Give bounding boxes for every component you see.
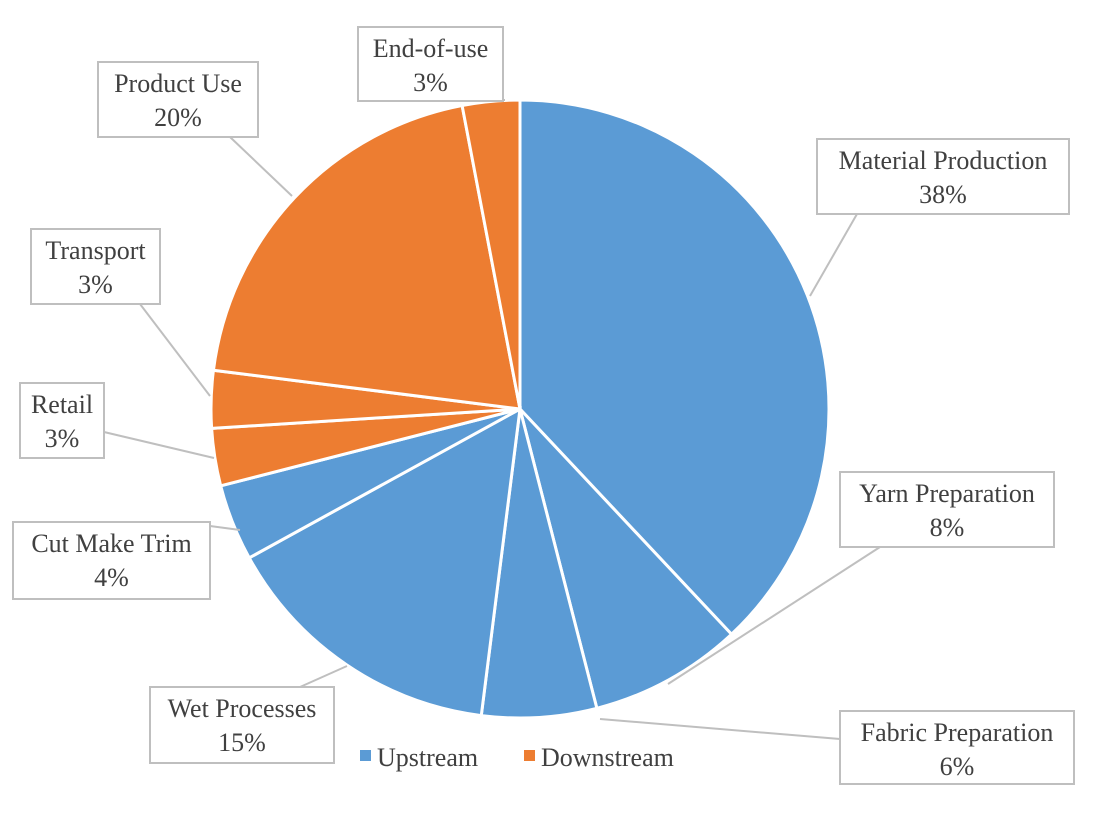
data-label-frame bbox=[816, 138, 1070, 215]
pie-slice-product-use bbox=[211, 103, 522, 411]
data-label-box: Retail 3% bbox=[19, 382, 105, 459]
data-label-box: Fabric Preparation 6% bbox=[839, 710, 1075, 785]
pie-slices bbox=[209, 98, 831, 720]
legend: Upstream Downstream bbox=[360, 743, 674, 772]
pie-slice-material-production bbox=[518, 98, 831, 637]
data-label-box: Wet Processes 15% bbox=[149, 686, 335, 764]
slice-percent: 38% bbox=[919, 180, 967, 209]
slice-label: Cut Make Trim bbox=[31, 529, 191, 558]
leader-line bbox=[599, 718, 841, 740]
slice-label: End-of-use bbox=[373, 34, 489, 63]
pie-slice-yarn-preparation bbox=[518, 407, 734, 711]
slice-label: Fabric Preparation bbox=[861, 718, 1054, 747]
slice-percent: 4% bbox=[94, 563, 129, 592]
leader-line bbox=[667, 546, 881, 685]
data-label-box: Cut Make Trim 4% bbox=[12, 521, 211, 600]
leader-lines bbox=[103, 99, 881, 740]
leader-line bbox=[103, 431, 215, 459]
data-label-frame bbox=[839, 710, 1075, 785]
slice-label: Product Use bbox=[114, 69, 242, 98]
legend-swatch-upstream bbox=[360, 750, 371, 761]
slice-label: Retail bbox=[31, 390, 93, 419]
data-label-frame bbox=[19, 382, 105, 459]
slice-label: Material Production bbox=[839, 146, 1048, 175]
data-label-frame bbox=[839, 471, 1055, 548]
data-label-frame bbox=[97, 61, 259, 138]
slice-percent: 3% bbox=[45, 424, 80, 453]
pie-slice-wet-processes bbox=[247, 406, 522, 718]
slice-label: Transport bbox=[45, 236, 146, 265]
data-label-box: Material Production 38% bbox=[816, 138, 1070, 215]
data-label-frame bbox=[12, 521, 211, 600]
leader-line bbox=[299, 665, 348, 688]
slice-percent: 3% bbox=[78, 270, 113, 299]
data-label-box: Yarn Preparation 8% bbox=[839, 471, 1055, 548]
leader-line bbox=[809, 213, 858, 297]
data-label-box: Transport 3% bbox=[30, 228, 161, 305]
data-label-frame bbox=[149, 686, 335, 764]
data-label-box: Product Use 20% bbox=[97, 61, 259, 138]
slice-label: Yarn Preparation bbox=[859, 479, 1035, 508]
slice-percent: 6% bbox=[940, 752, 975, 781]
slice-label: Wet Processes bbox=[168, 694, 317, 723]
slice-percent: 15% bbox=[218, 728, 266, 757]
leader-line bbox=[229, 136, 293, 197]
slice-percent: 8% bbox=[930, 513, 965, 542]
slice-percent: 3% bbox=[413, 68, 448, 97]
leader-line bbox=[139, 303, 211, 397]
legend-swatch-downstream bbox=[524, 750, 535, 761]
data-label-box: End-of-use 3% bbox=[357, 26, 504, 102]
data-label-frame bbox=[30, 228, 161, 305]
leader-line bbox=[209, 525, 241, 531]
data-labels: Material Production 38% Yarn Preparation 8%… bbox=[12, 26, 1075, 785]
slice-percent: 20% bbox=[154, 103, 202, 132]
data-label-frame bbox=[357, 26, 504, 102]
legend-label-downstream: Downstream bbox=[541, 743, 674, 772]
legend-label-upstream: Upstream bbox=[377, 743, 478, 772]
